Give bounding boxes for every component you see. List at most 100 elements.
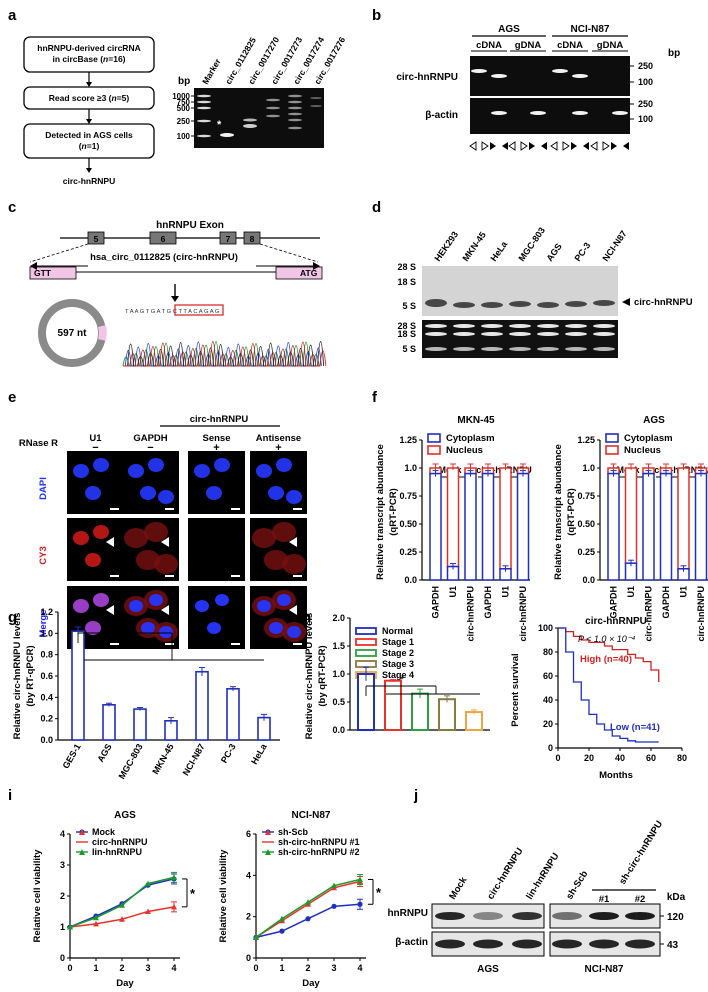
rrna-band — [537, 347, 559, 351]
western-band — [512, 912, 542, 920]
scale-bar — [165, 575, 174, 577]
legend-marker — [265, 829, 271, 835]
cytoplasm-cy3 — [124, 528, 148, 548]
rnase-sign: − — [92, 442, 98, 454]
x-tick-label: 4 — [171, 963, 176, 973]
y-tick-label: 0.25 — [399, 547, 417, 557]
data-point — [93, 920, 99, 927]
km-pvalue: P < 1.0 × 10⁻⁴ — [578, 634, 635, 644]
y-tick-label: 0 — [548, 743, 553, 753]
northern-blot — [422, 266, 618, 316]
arrowhead-icon — [106, 537, 114, 547]
legend-label: sh-Scb — [278, 827, 309, 837]
gel-band — [491, 111, 507, 115]
bar-cytoplasm — [516, 472, 530, 581]
nucleus-merge — [73, 599, 89, 613]
convergent-primer-icon — [541, 142, 547, 150]
y-tick-label: 0.75 — [577, 491, 595, 501]
nucleus-dapi — [158, 490, 174, 504]
bar-cytoplasm — [642, 472, 655, 581]
x-tick-label: 4 — [357, 963, 362, 973]
bar — [438, 698, 456, 732]
y-tick-label: 1 — [60, 922, 65, 932]
template-label: cDNA — [557, 40, 583, 51]
x-tick-label: 1 — [93, 963, 98, 973]
legend-swatch — [355, 649, 377, 657]
gel-band — [266, 106, 280, 110]
legend-label: Normal — [382, 626, 413, 636]
y-tick-label: 2 — [60, 891, 65, 901]
y-tick-label: 80 — [543, 647, 553, 657]
junction-highlight — [174, 304, 224, 316]
y-axis-label: (qRT-PCR) — [388, 488, 399, 536]
template-label: gDNA — [597, 40, 624, 51]
exon-label: 6 — [161, 234, 166, 244]
y-tick-label: 0.0 — [40, 735, 53, 745]
x-tick-label: 0 — [253, 963, 258, 973]
gel-band — [471, 69, 487, 73]
marker-label: 18 S — [397, 277, 416, 287]
cell-line-label: NCI-N87 — [571, 24, 610, 35]
scale-bar — [293, 575, 302, 577]
divergent-primer-icon — [481, 141, 489, 151]
ladder-band — [197, 134, 211, 138]
y-tick-label: 0.50 — [577, 519, 595, 529]
marker-label: 28 S — [397, 262, 416, 272]
rrna-band — [565, 324, 587, 328]
western-band — [625, 912, 655, 920]
x-tick-label: 3 — [145, 963, 150, 973]
circ-name: hsa_circ_0112825 (circ-hnRNPU) — [90, 252, 238, 263]
data-point — [145, 880, 151, 887]
y-tick-label: 0.0 — [332, 725, 345, 735]
y-tick-label: 1.2 — [40, 607, 53, 617]
data-point — [253, 934, 259, 940]
y-tick-label: 1.25 — [399, 435, 417, 445]
y-tick-label: 0.5 — [332, 697, 345, 707]
rnase-label: RNase R — [19, 438, 58, 449]
y-tick-label: 2.0 — [332, 613, 345, 623]
sig-star: * — [190, 886, 196, 901]
scale-bar — [231, 575, 240, 577]
x-tick-label: 60 — [646, 753, 656, 763]
y-axis-label: Relative circ-hnRNPU levels — [304, 613, 315, 740]
gel-band — [310, 105, 322, 107]
panel-c-schematic: hnRNPU Exon 5 6 7 8 hsa_circ_0112825 (circ-hn… — [29, 220, 327, 367]
data-point — [279, 928, 285, 934]
exon-box — [149, 231, 177, 245]
x-tick-label: GAPDH — [483, 586, 493, 619]
convergent-primer-icon — [490, 142, 496, 150]
row-label: DAPI — [38, 477, 49, 500]
x-tick-label: GES-1 — [61, 742, 83, 770]
marker-label: 28 S — [397, 321, 416, 331]
junction-box — [275, 266, 323, 280]
panel-b-gel: AGS NCI-N87 cDNA gDNA cDNA gDNA bp circ-hnRNPU β… — [396, 24, 680, 151]
exon-box — [243, 231, 261, 245]
bar-nucleus — [499, 467, 512, 570]
northern-band — [481, 302, 503, 308]
circ-size: 597 nt — [58, 328, 88, 339]
y-tick-label: 0.6 — [40, 671, 53, 681]
gel-band — [612, 111, 628, 115]
data-point — [331, 882, 337, 889]
nucleus-merge — [277, 594, 291, 606]
km-high-label: High (n=40) — [580, 654, 632, 665]
chromatogram-seq: T A A G T G A T G C T T A C A G A G — [125, 309, 220, 315]
gel-band — [310, 97, 322, 99]
convergent-primer-icon — [623, 142, 629, 150]
rrna-band — [537, 332, 559, 336]
x-tick-label: 0 — [67, 963, 72, 973]
chromatogram-trace — [123, 341, 327, 367]
y-tick-label: 2 — [246, 912, 251, 922]
x-tick-label: MKN-45 — [150, 742, 175, 776]
cytoplasm-cy3 — [282, 554, 306, 574]
lane-label: MGC-803 — [516, 225, 547, 263]
ladder-label: 250 — [638, 61, 653, 71]
flow-box-1: hnRNPU-derived circRNA in circBase (n=16) — [37, 43, 140, 64]
scale-bar — [110, 575, 119, 577]
rrna-band — [509, 324, 531, 328]
sig-star: * — [132, 620, 137, 632]
bar-nucleus — [624, 467, 638, 564]
cytoplasm-cy3 — [264, 550, 288, 570]
nucleus-merge — [269, 622, 283, 634]
